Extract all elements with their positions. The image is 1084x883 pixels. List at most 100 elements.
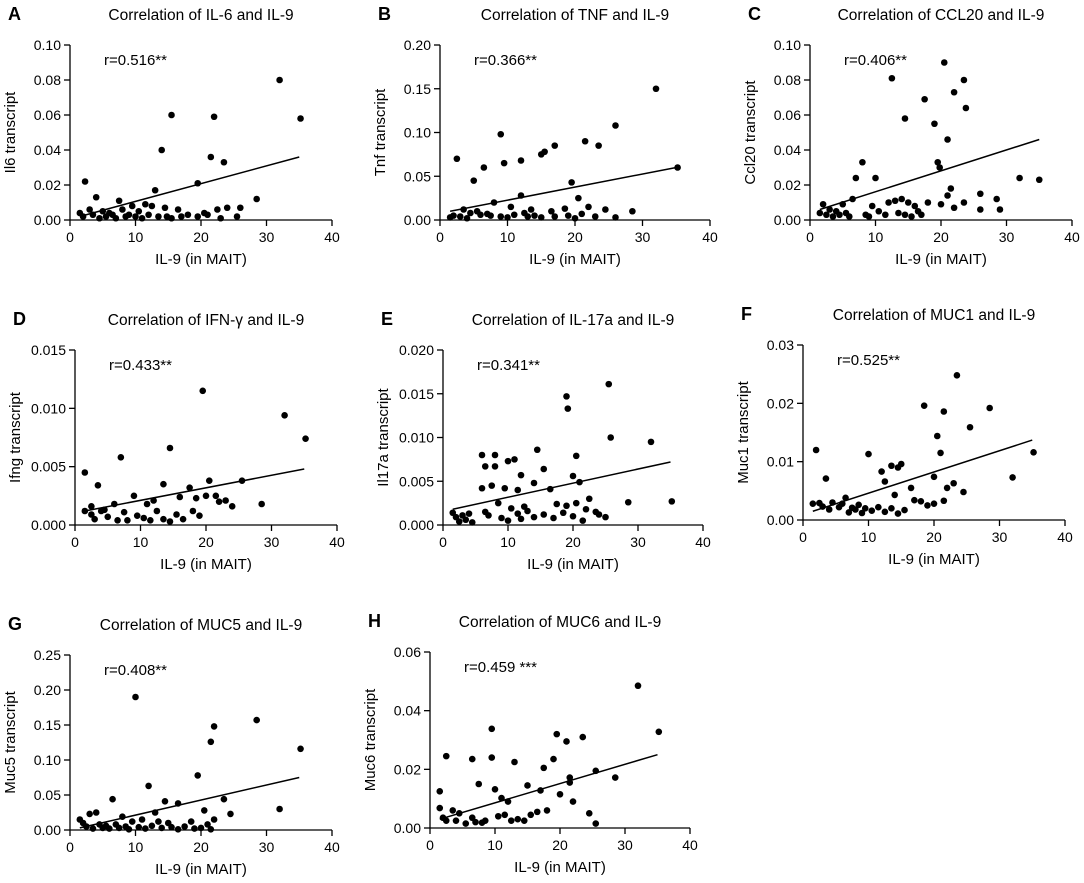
regression-line <box>79 776 300 829</box>
data-point <box>507 203 515 211</box>
panel-b: B Correlation of TNF and IL-9 0.00 0.05 0.10… <box>372 4 718 268</box>
y-tick-label: 0.25 <box>34 647 61 663</box>
data-point <box>455 810 463 817</box>
data-point <box>504 214 511 221</box>
data-point <box>102 213 110 220</box>
data-point <box>575 194 582 202</box>
y-tick-label: 0.000 <box>399 517 434 533</box>
data-point <box>138 214 146 222</box>
data-point <box>960 199 968 206</box>
data-point <box>568 179 575 186</box>
data-point <box>92 193 100 201</box>
x-tick-label: 30 <box>259 839 275 855</box>
data-point <box>253 716 260 724</box>
x-tick-label: 0 <box>426 837 434 853</box>
x-axis-label: IL-9 (in MAIT) <box>160 556 252 573</box>
data-point <box>488 725 496 733</box>
data-point <box>940 408 948 415</box>
data-point <box>168 823 175 831</box>
data-point <box>839 200 847 208</box>
data-point <box>585 203 592 211</box>
x-tick-label: 0 <box>71 534 79 550</box>
data-point <box>581 137 589 145</box>
data-point <box>488 482 496 489</box>
data-point <box>911 202 919 210</box>
panel-letter: E <box>381 309 393 329</box>
data-point <box>487 212 494 219</box>
data-point <box>148 822 156 830</box>
data-point <box>475 780 483 788</box>
data-point <box>537 214 545 221</box>
y-tick-label: 0.08 <box>774 72 801 88</box>
data-point <box>845 509 853 516</box>
data-point <box>585 495 593 503</box>
data-point <box>602 206 609 213</box>
x-tick-label: 20 <box>565 534 581 550</box>
x-tick-label: 10 <box>500 534 516 550</box>
data-point <box>115 824 123 832</box>
panel-title: Correlation of CCL20 and IL-9 <box>838 7 1045 24</box>
data-point <box>888 74 896 82</box>
data-point <box>918 211 925 219</box>
data-point <box>145 211 152 219</box>
data-point <box>563 393 570 400</box>
data-point <box>514 486 522 494</box>
data-point <box>947 185 955 192</box>
data-point <box>537 787 544 794</box>
data-point <box>917 498 925 505</box>
data-point <box>511 456 518 463</box>
data-point <box>174 826 182 833</box>
regression-line <box>819 138 1040 211</box>
data-point <box>504 457 512 465</box>
y-axis-label: Muc1 transcript <box>735 380 752 483</box>
data-point <box>566 779 574 786</box>
x-tick-label: 30 <box>617 837 633 853</box>
data-point <box>494 499 502 507</box>
data-point <box>97 507 105 515</box>
x-axis-label: IL-9 (in MAIT) <box>527 556 619 573</box>
x-tick-label: 30 <box>999 229 1015 245</box>
regression-line <box>452 461 671 510</box>
data-point <box>930 473 938 481</box>
correlation-annotation: r=0.408** <box>104 662 167 679</box>
data-point <box>543 807 551 814</box>
data-point <box>488 754 496 761</box>
data-point <box>977 190 984 198</box>
data-point <box>569 798 577 805</box>
data-point <box>524 782 531 789</box>
y-axis-label: Tnf transcript <box>372 88 389 176</box>
data-point <box>907 484 915 492</box>
data-point <box>550 514 557 522</box>
x-tick-label: 10 <box>128 229 144 245</box>
panel-letter: D <box>13 309 26 329</box>
data-point <box>624 498 632 506</box>
data-point <box>888 505 895 512</box>
data-point <box>485 512 492 519</box>
data-point <box>829 213 837 220</box>
data-point <box>166 518 174 525</box>
data-point <box>497 213 505 220</box>
data-point <box>563 502 570 510</box>
x-axis-label: IL-9 (in MAIT) <box>514 859 606 876</box>
data-point <box>585 810 593 817</box>
data-point <box>468 519 476 526</box>
x-tick-label: 0 <box>436 229 444 245</box>
x-tick-label: 10 <box>128 839 144 855</box>
data-point <box>207 153 215 161</box>
data-point <box>176 493 184 501</box>
data-point <box>950 88 958 96</box>
data-point <box>450 212 457 219</box>
y-tick-label: 0.10 <box>404 125 431 141</box>
data-point <box>812 446 820 454</box>
data-point <box>921 95 928 103</box>
data-point <box>470 177 478 184</box>
data-point <box>160 515 167 523</box>
data-point <box>868 507 876 514</box>
y-axis-label: Il6 transcript <box>2 91 19 174</box>
data-point <box>210 113 218 121</box>
data-point <box>888 462 895 470</box>
data-point <box>611 774 619 781</box>
data-point <box>533 446 541 454</box>
data-point <box>1035 176 1043 184</box>
data-point <box>901 211 909 219</box>
